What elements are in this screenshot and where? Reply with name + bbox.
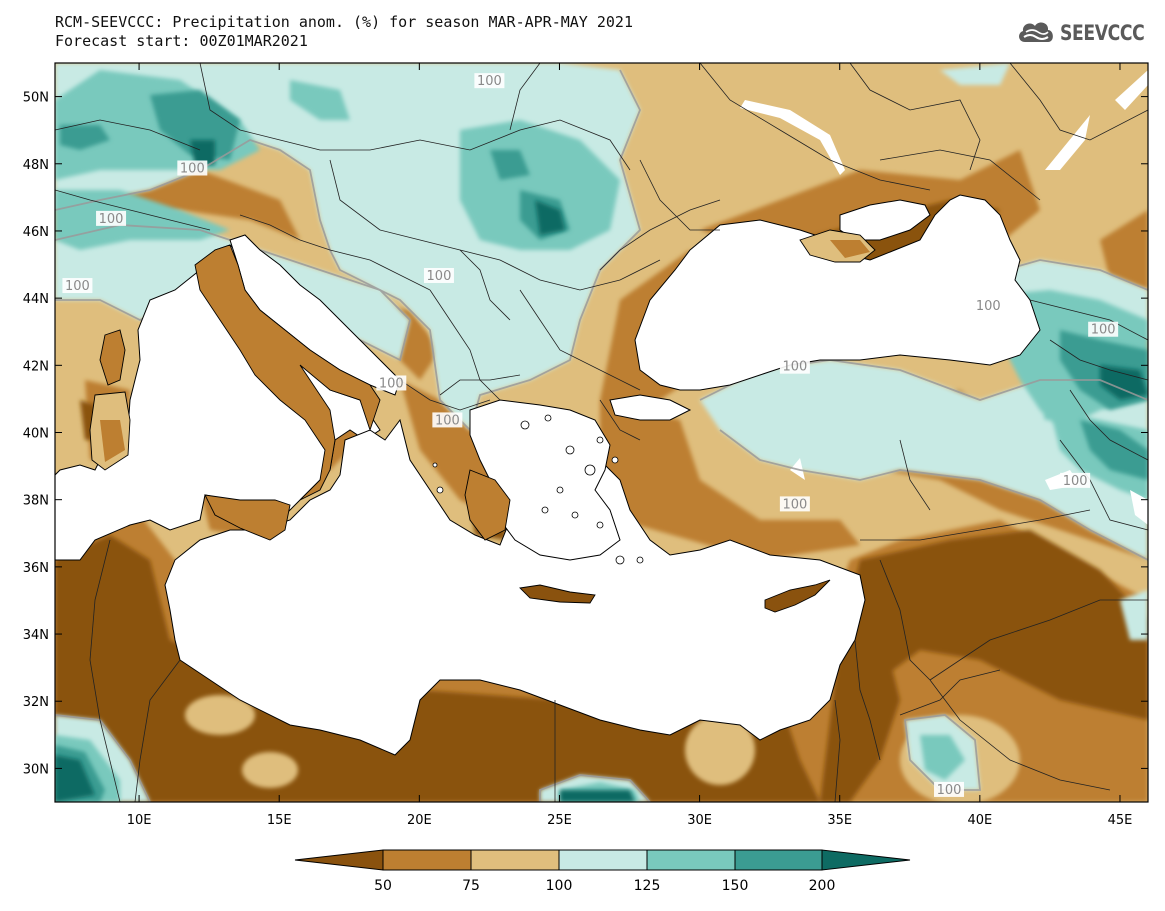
contour-label-background xyxy=(96,210,127,226)
country-borders xyxy=(55,63,1148,802)
contour-label-background xyxy=(934,781,965,797)
lat-tick-label: 38N xyxy=(23,494,49,509)
colorbar-50-75 xyxy=(382,849,472,871)
title-line-1: RCM-SEEVCCC: Precipitation anom. (%) for… xyxy=(55,13,633,31)
cloud-icon xyxy=(1016,18,1056,48)
contour-label-background xyxy=(779,496,810,512)
anomaly-field xyxy=(55,63,1148,802)
lon-tick-label: 10E xyxy=(127,813,152,828)
contour-label-background xyxy=(1060,472,1091,488)
contour-labels: 100 100 100 100 100 100 100 100 100 100 100 100 100 xyxy=(62,73,1119,798)
contour-label-background xyxy=(376,375,407,391)
logo-text: SEEVCCC xyxy=(1060,21,1145,45)
lon-tick-label: 25E xyxy=(547,813,572,828)
lon-tick-label: 40E xyxy=(967,813,992,828)
lon-tick-label: 45E xyxy=(1108,813,1133,828)
lat-tick-label: 44N xyxy=(23,292,49,307)
contour-label-100: 100 xyxy=(379,376,404,391)
colorbar: 50 75 100 125 150 200 xyxy=(294,849,911,894)
contour-label-100: 100 xyxy=(782,360,807,375)
title-line-2: Forecast start: 00Z01MAR2021 xyxy=(55,32,308,50)
colorbar-125-150 xyxy=(646,849,736,871)
contour-label-background xyxy=(779,358,810,374)
lat-tick-label: 34N xyxy=(23,628,49,643)
lat-tick-label: 32N xyxy=(23,695,49,710)
colorbar-label-150: 150 xyxy=(722,878,749,894)
contour-label-100: 100 xyxy=(937,783,962,798)
lon-tick-label: 15E xyxy=(267,813,292,828)
colorbar-label-200: 200 xyxy=(809,878,836,894)
contour-label-100: 100 xyxy=(435,413,460,428)
contour-label-background xyxy=(474,73,505,89)
contour-label-background xyxy=(973,298,1004,314)
colorbar-100-125 xyxy=(558,849,648,871)
lat-tick-label: 42N xyxy=(23,359,49,374)
colorbar-75-100 xyxy=(470,849,560,871)
lon-tick-label: 30E xyxy=(687,813,712,828)
lon-tick-label: 35E xyxy=(827,813,852,828)
seevccc-logo: SEEVCCC xyxy=(1016,18,1163,48)
lat-tick-label: 40N xyxy=(23,427,49,442)
lat-tick-label: 48N xyxy=(23,158,49,173)
sea-mask xyxy=(55,194,1041,756)
contour-label-100: 100 xyxy=(65,279,90,294)
axis-ticks: 30N 32N 34N 36N 38N 40N 42N 44N 46N 48N 50N 10E 15E 2… xyxy=(23,63,1148,828)
colorbar-label-125: 125 xyxy=(634,878,661,894)
colorbar-150-200 xyxy=(734,849,823,871)
contour-label-100: 100 xyxy=(976,299,1001,314)
contour-label-background xyxy=(177,160,208,176)
contour-label-background xyxy=(423,267,454,283)
contour-label-100: 100 xyxy=(1063,474,1088,489)
colorbar-label-75: 75 xyxy=(462,878,480,894)
colorbar-below-50 xyxy=(294,849,384,871)
map-title: RCM-SEEVCCC: Precipitation anom. (%) for… xyxy=(55,13,633,51)
contour-label-background xyxy=(1088,321,1119,337)
contour-label-100: 100 xyxy=(782,497,807,512)
contour-label-background xyxy=(62,278,93,294)
contour-label-100: 100 xyxy=(180,161,205,176)
lon-tick-label: 20E xyxy=(407,813,432,828)
lat-tick-label: 36N xyxy=(23,561,49,576)
lat-tick-label: 50N xyxy=(23,91,49,106)
contour-label-100: 100 xyxy=(99,212,124,227)
contour-label-background xyxy=(432,412,463,428)
colorbar-label-100: 100 xyxy=(546,878,573,894)
colorbar-label-50: 50 xyxy=(374,878,392,894)
lat-tick-label: 30N xyxy=(23,762,49,777)
colorbar-above-200 xyxy=(821,849,911,871)
lat-tick-label: 46N xyxy=(23,225,49,240)
contour-label-100: 100 xyxy=(427,269,452,284)
contour-label-100: 100 xyxy=(1091,323,1116,338)
contour-label-100: 100 xyxy=(477,74,502,89)
